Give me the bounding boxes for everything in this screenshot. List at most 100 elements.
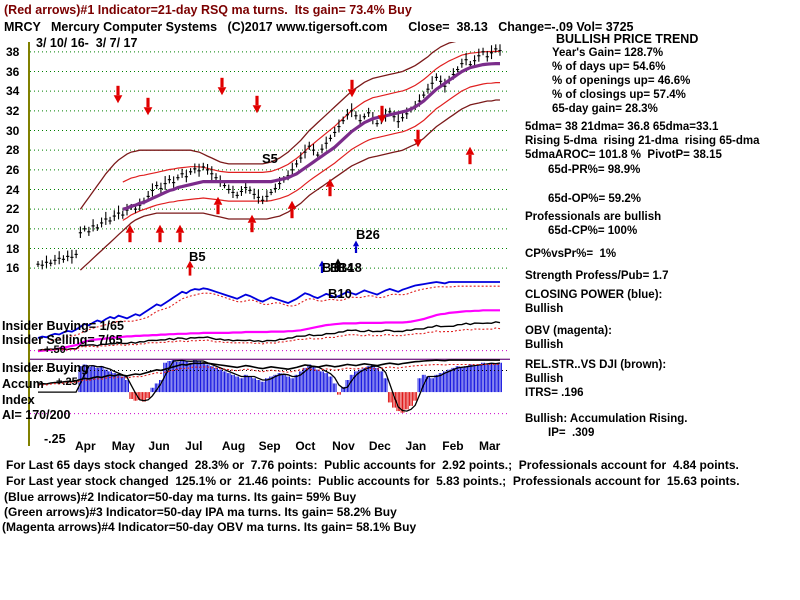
itrs-line: ITRS= .196 bbox=[525, 387, 584, 399]
blue-up-arrow-b26 bbox=[352, 240, 360, 253]
y-tick-16: 16 bbox=[6, 261, 20, 276]
obv-label: OBV (magenta): bbox=[525, 325, 612, 337]
red-up-arrow-3 bbox=[213, 196, 223, 215]
y-axis-line bbox=[28, 42, 30, 446]
cp-ma-dotted bbox=[50, 285, 500, 342]
closing-power-blue-line bbox=[37, 281, 500, 339]
lower-red-band-line bbox=[122, 82, 500, 221]
signal-label-b18: B18 bbox=[338, 260, 362, 275]
blue-up-arrow-b1 bbox=[318, 260, 326, 273]
red-down-arrow-3 bbox=[252, 95, 262, 114]
red-up-arrow-6 bbox=[325, 178, 335, 197]
red-up-arrow-4 bbox=[247, 214, 257, 233]
relstr-label: REL.STR..VS DJI (brown): bbox=[525, 359, 667, 371]
signal-label-b26: B26 bbox=[356, 227, 380, 242]
month-label-feb: Feb bbox=[442, 439, 464, 453]
month-label-aug: Aug bbox=[221, 439, 246, 453]
stat-years-gain: Year's Gain= 128.7% bbox=[552, 47, 664, 59]
ma-values-line: 5dma= 38 21dma= 36.8 65dma=33.1 bbox=[525, 121, 719, 133]
red-up-arrow-1 bbox=[155, 224, 165, 243]
month-label-may: May bbox=[111, 439, 136, 453]
insider-selling-label: Insider Selling= 7/65 bbox=[2, 333, 123, 347]
red-down-arrow-0 bbox=[113, 85, 123, 104]
red-down-arrow-1 bbox=[143, 97, 153, 116]
month-label-sep: Sep bbox=[258, 439, 281, 453]
indicator-1-header: (Red arrows)#1 Indicator=21-day RSQ ma t… bbox=[4, 3, 412, 17]
y-tick-22: 22 bbox=[6, 202, 20, 217]
upper-band-line bbox=[79, 42, 457, 210]
stat-closings-up: % of closings up= 57.4% bbox=[552, 89, 686, 101]
professionals-line: Professionals are bullish bbox=[525, 211, 662, 223]
footer-indicator-4: (Magenta arrows)#4 Indicator=50-day OBV … bbox=[2, 520, 417, 534]
stat-openings-up: % of openings up= 46.6% bbox=[552, 75, 691, 87]
op-percent-line: 65d-OP%= 59.2% bbox=[548, 193, 642, 205]
rising-ma-line: Rising 5-dma rising 21-dma rising 65-dma bbox=[525, 135, 760, 147]
accumulation-histogram bbox=[78, 359, 502, 413]
black-up-arrow-b14 bbox=[334, 258, 342, 271]
upper-red-band-line bbox=[122, 50, 500, 183]
insider-buying-label: Insider Buying= 1/65 bbox=[2, 319, 124, 333]
accum-black-line bbox=[38, 359, 501, 412]
red-up-arrow-7 bbox=[465, 146, 475, 165]
y-tick-26: 26 bbox=[6, 162, 20, 177]
cp-vs-pr-line: CP%vsPr%= 1% bbox=[525, 248, 617, 260]
plus-half-label: +.50 bbox=[44, 344, 66, 356]
signal-label-s5: S5 bbox=[262, 151, 278, 166]
minus-quarter-label: -.25 bbox=[44, 432, 66, 446]
red-up-arrow-0 bbox=[125, 224, 135, 243]
cp-percent-line: 65d-CP%= 100% bbox=[548, 225, 638, 237]
obv-value: Bullish bbox=[525, 339, 564, 351]
stat-65day-gain: 65-day gain= 28.3% bbox=[552, 103, 658, 115]
accum-label: Accum bbox=[2, 377, 44, 391]
ticker-header: MRCY Mercury Computer Systems (C)2017 ww… bbox=[4, 20, 634, 34]
right-panel-title: BULLISH PRICE TREND bbox=[556, 32, 699, 46]
y-tick-30: 30 bbox=[6, 123, 20, 138]
month-label-jul: Jul bbox=[185, 439, 203, 453]
red-up-arrow-5 bbox=[287, 200, 297, 219]
red-up-arrow-b5 bbox=[186, 260, 194, 276]
footer-indicator-3: (Green arrows)#3 Indicator=50-day IPA ma… bbox=[4, 505, 397, 519]
relstr-value: Bullish bbox=[525, 373, 564, 385]
y-tick-20: 20 bbox=[6, 221, 20, 236]
month-label-jun: Jun bbox=[148, 439, 170, 453]
signal-label-b10: B10 bbox=[328, 286, 352, 301]
red-down-arrow-6 bbox=[413, 129, 423, 148]
closing-power-value: Bullish bbox=[525, 303, 564, 315]
month-label-nov: Nov bbox=[332, 439, 355, 453]
ma21-purple-line bbox=[122, 62, 500, 211]
aroc-pivot-line: 5dmaAROC= 101.8 % PivotP= 38.15 bbox=[525, 149, 722, 161]
y-tick-34: 34 bbox=[6, 84, 20, 99]
month-label-mar: Mar bbox=[479, 439, 501, 453]
obv-magenta-line bbox=[37, 309, 500, 353]
signal-label-b1: B1 bbox=[322, 260, 339, 275]
y-tick-32: 32 bbox=[6, 103, 20, 118]
y-tick-36: 36 bbox=[6, 64, 20, 79]
relative-strength-black-line bbox=[37, 321, 501, 352]
chart-plot-area bbox=[30, 42, 510, 446]
y-tick-18: 18 bbox=[6, 241, 20, 256]
red-down-arrow-2 bbox=[217, 77, 227, 96]
accumulation-line: Bullish: Accumulation Rising. bbox=[525, 413, 688, 425]
y-tick-28: 28 bbox=[6, 143, 20, 158]
red-up-arrow-2 bbox=[175, 224, 185, 243]
month-label-oct: Oct bbox=[295, 439, 316, 453]
month-label-dec: Dec bbox=[368, 439, 391, 453]
index-label: Index bbox=[2, 393, 35, 407]
red-down-arrow-4 bbox=[347, 79, 357, 98]
ip-black-line bbox=[37, 359, 500, 386]
month-label-jan: Jan bbox=[405, 439, 427, 453]
closing-power-label: CLOSING POWER (blue): bbox=[525, 289, 663, 301]
pr-percent-line: 65d-PR%= 98.9% bbox=[548, 164, 641, 176]
ip-line: IP= .309 bbox=[548, 427, 595, 439]
plus-quarter-label: +.25 bbox=[56, 376, 78, 388]
y-tick-24: 24 bbox=[6, 182, 20, 197]
ai-label: AI= 170/200 bbox=[2, 408, 71, 422]
signal-label-b5: B5 bbox=[189, 249, 206, 264]
footer-indicator-2: (Blue arrows)#2 Indicator=50-day ma turn… bbox=[4, 490, 357, 504]
strength-line: Strength Profess/Pub= 1.7 bbox=[525, 270, 669, 282]
footer-year-summary: For Last year stock changed 125.1% or 21… bbox=[6, 474, 740, 488]
stat-days-up: % of days up= 54.6% bbox=[552, 61, 666, 73]
y-tick-38: 38 bbox=[6, 44, 20, 59]
signal-label-b14: B14 bbox=[330, 260, 354, 275]
month-label-apr: Apr bbox=[74, 439, 96, 453]
